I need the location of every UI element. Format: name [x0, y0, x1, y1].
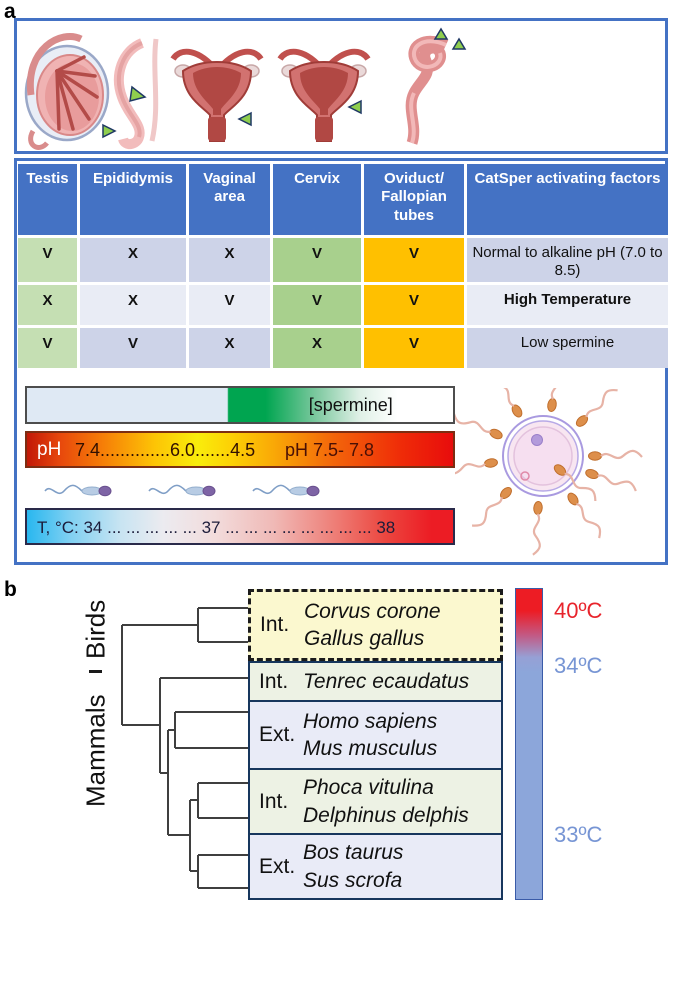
species-name: Gallus gallus	[304, 627, 425, 650]
col-header-vaginal-area: Vaginal area	[189, 164, 270, 235]
ph-right-label: pH 7.5- 7.8	[285, 440, 375, 460]
species-name: Phoca vitulina	[303, 776, 434, 800]
mark-cell: X	[18, 285, 77, 325]
mark-cell: V	[189, 285, 270, 325]
cervix-marker-icon	[347, 99, 362, 115]
catsper-table: Testis Epididymis Vaginal area Cervix Ov…	[18, 164, 668, 368]
sperm-icon	[148, 484, 216, 497]
fertilization-mode: Ext.	[259, 723, 296, 746]
mark-cell: V	[18, 238, 77, 282]
fertilization-mode: Int.	[259, 669, 289, 693]
mark-cell: V	[364, 328, 464, 368]
spermine-gradient-bar: [spermine]	[25, 386, 455, 424]
fertilization-mode: Int.	[260, 613, 290, 636]
oviduct-illustration	[405, 35, 449, 145]
colorbar-label-33c: 33ºC	[554, 822, 603, 847]
ph-prefix-label: pH	[37, 439, 62, 460]
temperature-colorbar	[515, 588, 543, 900]
taxa-box-birds: Int. Corvus corone Gallus gallus	[248, 589, 503, 661]
fertilization-mode: Int.	[259, 789, 289, 813]
sperm-icon	[44, 484, 112, 497]
species-name: Delphinus delphis	[303, 803, 469, 827]
vaginal-area-marker-icon	[237, 111, 252, 127]
mark-cell: X	[189, 238, 270, 282]
sperm-icon	[252, 484, 320, 497]
mark-cell: V	[364, 238, 464, 282]
testis-illustration	[24, 33, 117, 150]
ph-scale-label: 7.4..............6.0.......4.5	[75, 440, 256, 460]
uterus-cervix-illustration	[277, 48, 371, 142]
mark-cell: V	[273, 238, 361, 282]
mark-cell: V	[364, 285, 464, 325]
col-header-testis: Testis	[18, 164, 77, 235]
uterus-vagina-illustration	[170, 48, 264, 142]
egg-fertilization-illustration	[455, 388, 644, 557]
spermine-bar-label: [spermine]	[308, 395, 393, 415]
mark-cell: X	[189, 328, 270, 368]
species-name: Homo sapiens	[303, 709, 438, 733]
temperature-gradient-bar: T, °C: 34 ... ... ... ... ... 37 ... ...…	[25, 508, 455, 545]
mark-cell: V	[80, 328, 186, 368]
panel-a-label: a	[4, 0, 16, 23]
mark-cell: X	[80, 285, 186, 325]
col-header-factors: CatSper activating factors	[467, 164, 668, 235]
col-header-oviduct: Oviduct/ Fallopian tubes	[364, 164, 464, 235]
taxa-box-homo-mus: Ext. Homo sapiens Mus musculus	[248, 700, 503, 770]
polar-body	[531, 434, 543, 446]
col-header-epididymis: Epididymis	[80, 164, 186, 235]
colorbar-label-34c: 34ºC	[554, 653, 603, 678]
phylogenetic-tree	[121, 607, 250, 889]
col-header-cervix: Cervix	[273, 164, 361, 235]
factor-cell: Low spermine	[467, 328, 668, 368]
taxa-box-bos-sus: Ext. Bos taurus Sus scrofa	[248, 833, 503, 900]
species-name: Corvus corone	[304, 599, 441, 623]
mark-cell: V	[273, 285, 361, 325]
anatomy-illustration-frame	[14, 18, 668, 154]
panel-b-label: b	[4, 578, 17, 601]
reproductive-tract-illustrations	[24, 27, 467, 150]
species-name: Mus musculus	[303, 737, 438, 760]
clade-separator	[89, 670, 102, 673]
species-name: Tenrec ecaudatus	[303, 669, 470, 693]
taxa-box-phoca-delphinus: Int. Phoca vitulina Delphinus delphis	[248, 768, 503, 835]
colorbar-label-40c: 40ºC	[554, 598, 603, 623]
clade-label-birds: Birds	[80, 599, 111, 659]
species-name: Bos taurus	[303, 841, 404, 865]
mark-cell: X	[273, 328, 361, 368]
sperm-icons	[44, 484, 320, 497]
fertilization-mode: Ext.	[259, 854, 296, 878]
epididymis-illustration	[113, 38, 159, 149]
factor-cell: Normal to alkaline pH (7.0 to 8.5)	[467, 238, 668, 282]
species-name: Sus scrofa	[303, 868, 403, 892]
ph-gradient-bar: pH 7.4..............6.0.......4.5 pH 7.5…	[25, 431, 455, 468]
temperature-bar-label: T, °C: 34 ... ... ... ... ... 37 ... ...…	[37, 518, 396, 537]
mark-cell: V	[18, 328, 77, 368]
mark-cell: X	[80, 238, 186, 282]
clade-label-mammals: Mammals	[80, 694, 111, 808]
taxa-box-tenrec: Int. Tenrec ecaudatus	[248, 661, 503, 702]
oviduct-marker-icon-1	[433, 27, 449, 40]
factor-cell: High Temperature	[467, 285, 668, 325]
oviduct-marker-icon-2	[451, 37, 467, 50]
